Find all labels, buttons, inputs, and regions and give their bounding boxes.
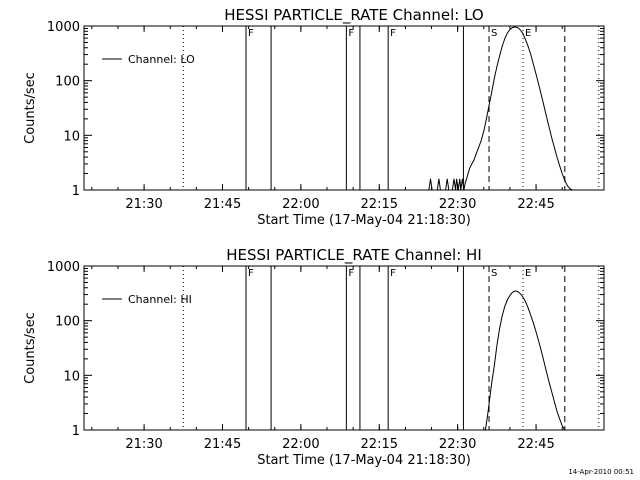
event-marker-label: F — [390, 28, 396, 39]
x-tick-label: 22:45 — [517, 437, 554, 452]
x-tick-label: 22:00 — [282, 197, 319, 212]
chart-title: HESSI PARTICLE_RATE Channel: LO — [224, 6, 483, 25]
event-marker-label: F — [348, 28, 354, 39]
series-line-1 — [484, 290, 566, 431]
x-axis-label: Start Time (17-May-04 21:18:30) — [257, 213, 471, 228]
y-tick-label: 100 — [55, 315, 80, 330]
y-tick-label: 10 — [63, 129, 80, 144]
x-tick-label: 21:45 — [204, 437, 241, 452]
x-tick-label: 22:15 — [361, 437, 398, 452]
event-marker-label: E — [525, 28, 531, 39]
x-tick-label: 21:30 — [125, 197, 162, 212]
event-marker-label: S — [491, 268, 497, 279]
legend-label: Channel: LO — [128, 53, 195, 66]
x-tick-label: 22:00 — [282, 437, 319, 452]
y-tick-label: 1 — [72, 184, 80, 199]
chart-panel-1: HESSI PARTICLE_RATE Channel: LO F F F S E 21:3… — [23, 6, 605, 228]
y-tick-label: 1000 — [47, 260, 80, 275]
y-tick-label: 1 — [72, 424, 80, 439]
x-tick-label: 21:45 — [204, 197, 241, 212]
plot-frame — [83, 265, 605, 431]
legend-label: Channel: HI — [128, 293, 192, 306]
y-tick-label: 10 — [63, 369, 80, 384]
x-tick-label: 22:45 — [517, 197, 554, 212]
event-marker-label: F — [348, 268, 354, 279]
x-axis-label: Start Time (17-May-04 21:18:30) — [257, 453, 471, 468]
y-axis-label: Counts/sec — [23, 312, 38, 384]
event-marker-label: F — [248, 268, 254, 279]
x-tick-label: 22:30 — [439, 197, 476, 212]
chart-title: HESSI PARTICLE_RATE Channel: HI — [226, 246, 482, 265]
event-marker-label: E — [525, 268, 531, 279]
chart-panel-2: HESSI PARTICLE_RATE Channel: HI F F F S E 21:3… — [23, 246, 605, 468]
event-marker-label: S — [491, 28, 497, 39]
plot-timestamp: 14-Apr-2010 00:51 — [568, 468, 634, 476]
y-tick-label: 100 — [55, 75, 80, 90]
y-axis-label: Counts/sec — [23, 72, 38, 144]
event-marker-label: F — [248, 28, 254, 39]
series-line-1 — [428, 26, 573, 191]
event-marker-label: F — [390, 268, 396, 279]
y-tick-label: 1000 — [47, 20, 80, 35]
x-tick-label: 22:15 — [361, 197, 398, 212]
plot-frame — [83, 25, 605, 191]
x-tick-label: 22:30 — [439, 437, 476, 452]
x-tick-label: 21:30 — [125, 437, 162, 452]
